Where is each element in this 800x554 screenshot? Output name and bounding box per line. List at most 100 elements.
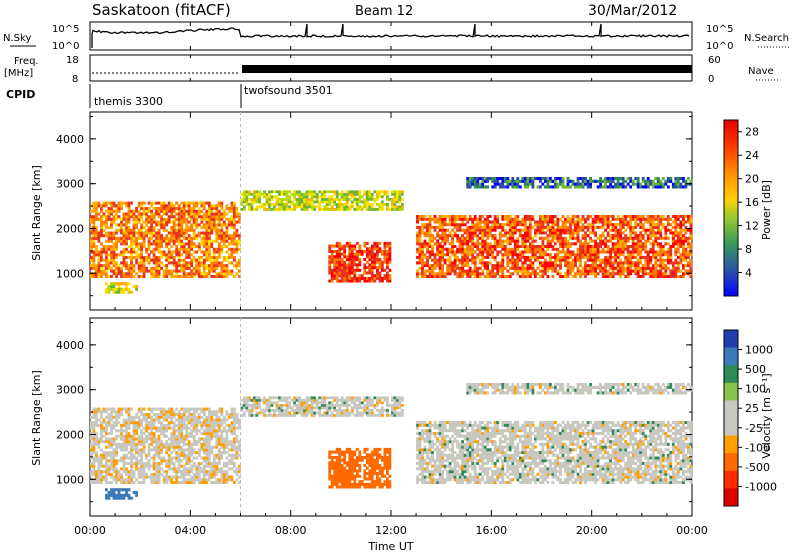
power-cell <box>125 236 128 240</box>
power-cell <box>102 258 106 262</box>
power-cell <box>130 242 133 246</box>
power-cell <box>556 225 560 229</box>
power-cell <box>679 261 683 265</box>
power-cell <box>526 255 530 259</box>
power-cell <box>140 269 143 273</box>
velocity-cell <box>127 478 131 482</box>
power-cell <box>559 225 562 229</box>
velocity-cell <box>165 440 169 444</box>
power-cell <box>616 250 620 254</box>
power-cell <box>639 242 643 246</box>
velocity-cell <box>110 432 113 436</box>
power-cell <box>513 247 517 251</box>
velocity-cell <box>117 475 121 479</box>
velocity-cell <box>162 478 166 482</box>
power-cell <box>521 272 525 276</box>
power-cell <box>378 241 382 245</box>
power-cell <box>275 200 279 204</box>
power-cell <box>483 223 487 227</box>
power-cell <box>506 185 510 189</box>
velocity-cell <box>137 407 141 411</box>
power-cell <box>669 250 673 254</box>
power-cell <box>682 247 685 251</box>
power-cell <box>355 250 359 253</box>
power-cell <box>365 241 369 245</box>
power-cell <box>566 253 570 257</box>
velocity-cell <box>100 429 103 433</box>
power-cell <box>483 275 487 278</box>
power-cell <box>544 266 547 270</box>
power-cell <box>599 264 602 268</box>
power-cell <box>340 271 344 275</box>
power-cell <box>162 253 166 257</box>
velocity-cell <box>122 478 126 482</box>
power-cell <box>152 231 156 235</box>
power-cell <box>230 215 234 219</box>
power-cell <box>401 198 404 201</box>
velocity-cell <box>137 481 141 484</box>
power-cell <box>589 177 592 181</box>
power-cell <box>97 264 101 268</box>
velocity-cell <box>167 459 171 463</box>
power-cell <box>315 198 319 201</box>
power-cell <box>187 207 191 210</box>
velocity-cell <box>180 451 184 455</box>
power-cell <box>167 215 171 219</box>
power-cell <box>197 264 201 268</box>
velocity-cell <box>165 462 169 465</box>
power-cell <box>255 190 259 194</box>
power-cell <box>589 253 592 257</box>
power-cell <box>518 269 522 273</box>
velocity-cell <box>127 472 131 476</box>
power-cell <box>606 239 610 243</box>
power-cell <box>92 217 96 221</box>
power-cell <box>363 200 367 204</box>
power-cell <box>611 264 615 268</box>
power-cell <box>305 208 309 211</box>
power-cell <box>305 198 309 201</box>
power-cell <box>338 244 342 248</box>
power-cell <box>150 266 153 270</box>
power-cell <box>649 223 653 227</box>
power-cell <box>200 204 204 208</box>
velocity-cell <box>105 478 108 482</box>
power-cell <box>160 239 163 243</box>
velocity-cell <box>127 440 131 444</box>
power-cell <box>436 275 439 278</box>
power-cell <box>654 253 658 257</box>
velocity-cell <box>175 475 179 479</box>
power-cell <box>614 223 617 227</box>
power-cell <box>423 245 427 248</box>
power-cell <box>644 220 648 224</box>
power-cell <box>471 255 475 259</box>
power-cell <box>147 201 151 205</box>
power-cell <box>318 208 322 211</box>
velocity-cell <box>145 462 148 465</box>
power-cell <box>506 250 510 254</box>
power-cell <box>157 256 161 259</box>
power-cell <box>426 247 429 251</box>
power-cell <box>345 198 349 201</box>
power-cell <box>120 266 123 270</box>
power-cell <box>172 226 176 230</box>
power-cell <box>579 253 582 257</box>
velocity-cell <box>147 459 151 463</box>
power-cell <box>669 275 673 278</box>
velocity-cell <box>92 426 96 430</box>
power-cell <box>192 231 196 235</box>
power-cell <box>451 242 454 246</box>
power-cell <box>333 198 337 201</box>
power-cell <box>268 190 271 194</box>
power-cell <box>182 245 186 249</box>
power-cell <box>674 258 678 262</box>
power-cell <box>561 236 565 240</box>
power-cell <box>571 253 575 257</box>
power-cell <box>471 247 475 251</box>
power-cell <box>225 223 229 227</box>
power-cell <box>255 198 259 201</box>
power-cell <box>386 255 389 259</box>
power-cell <box>518 234 522 238</box>
power-cell <box>202 236 206 240</box>
power-cell <box>386 241 389 245</box>
velocity-cell <box>175 442 179 446</box>
